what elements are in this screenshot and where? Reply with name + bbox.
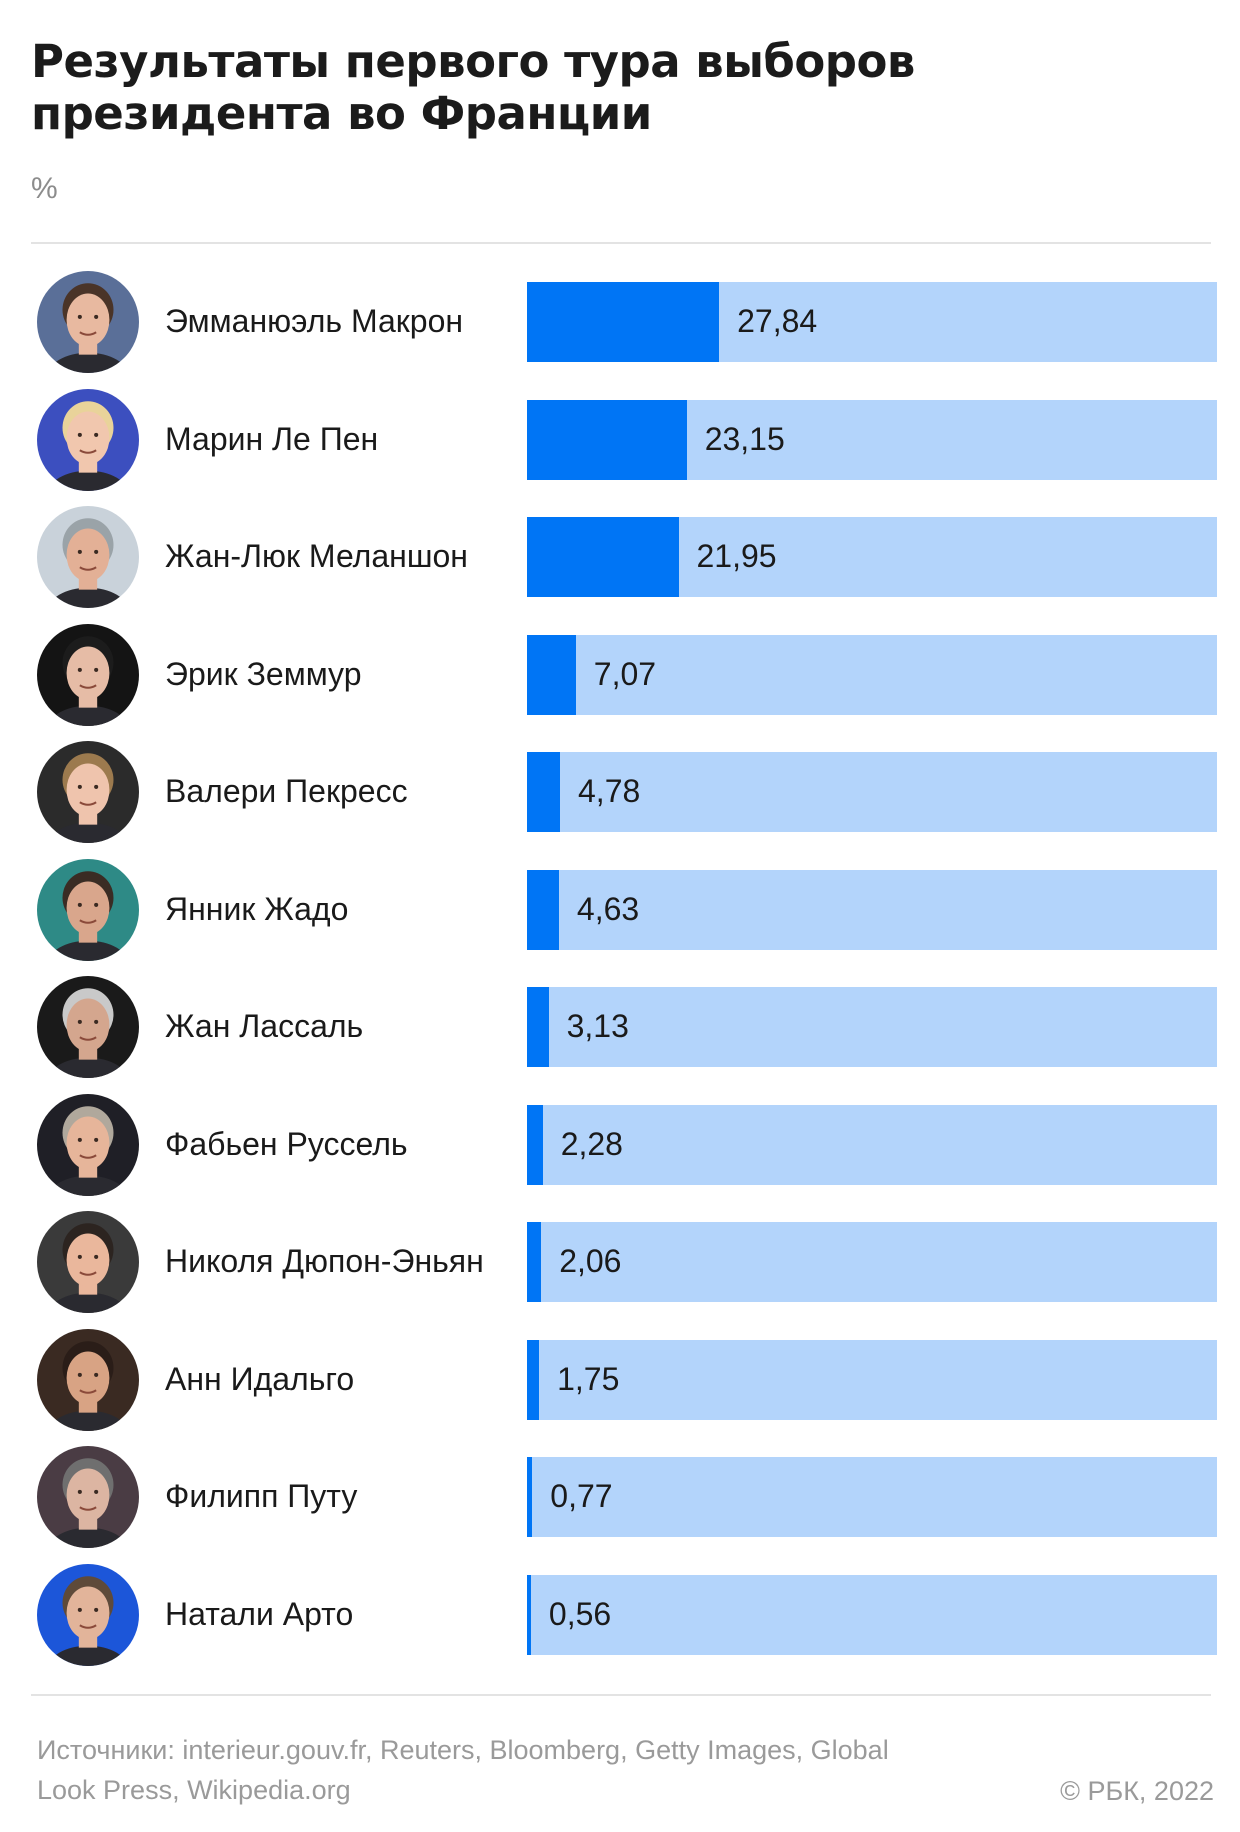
- bar-value-label: 2,28: [560, 1126, 623, 1162]
- portrait-icon: [37, 741, 139, 843]
- sources-note: Источники: interieur.gouv.fr, Reuters, B…: [37, 1735, 889, 1805]
- portrait-icon: [37, 1446, 139, 1548]
- portrait-icon: [37, 1211, 139, 1313]
- bar-track: 3,13: [527, 987, 1217, 1067]
- candidate-name: Николя Дюпон-Эньян: [165, 1243, 484, 1279]
- bar-row: Янник Жадо 4,63: [0, 859, 1240, 976]
- bar-row: Жан Лассаль 3,13: [0, 976, 1240, 1093]
- portrait-icon: [37, 1329, 139, 1431]
- bar-row: Эмманюэль Макрон 27,84: [0, 271, 1240, 388]
- portrait-icon: [37, 1094, 139, 1196]
- candidate-name: Янник Жадо: [165, 891, 349, 927]
- bar: [527, 400, 687, 480]
- bar-value-label: 4,78: [578, 773, 641, 809]
- bar-value-label: 21,95: [696, 538, 777, 574]
- bar-row: Анн Идальго 1,75: [0, 1329, 1240, 1446]
- bar-track: 1,75: [527, 1340, 1217, 1420]
- portrait-icon: [37, 506, 139, 608]
- bar-track: 4,63: [527, 870, 1217, 950]
- candidate-name: Жан Лассаль: [165, 1008, 364, 1044]
- bar-track: 4,78: [527, 752, 1217, 832]
- portrait-icon: [37, 624, 139, 726]
- bar: [527, 752, 560, 832]
- copyright-note: © РБК, 2022: [1060, 1776, 1214, 1806]
- candidate-name: Фабьен Руссель: [165, 1126, 408, 1162]
- portrait-icon: [37, 271, 139, 373]
- bar-value-label: 27,84: [737, 303, 818, 339]
- bar-value-label: 4,63: [576, 891, 640, 927]
- bar-value-label: 0,77: [550, 1478, 613, 1514]
- bar: [527, 282, 720, 362]
- bar-track: 0,77: [527, 1457, 1217, 1537]
- bar-track: 27,84: [527, 282, 1217, 362]
- bar: [527, 987, 549, 1067]
- bar-value-label: 2,06: [559, 1243, 622, 1279]
- bar-track: 7,07: [527, 635, 1217, 715]
- bar-track: 23,15: [527, 400, 1217, 480]
- portrait-icon: [37, 1564, 139, 1666]
- bar: [527, 870, 559, 950]
- portrait-icon: [37, 859, 139, 961]
- portrait-icon: [37, 976, 139, 1078]
- bar-row: Фабьен Руссель 2,28: [0, 1094, 1240, 1211]
- bar-row: Марин Ле Пен 23,15: [0, 389, 1240, 506]
- candidate-name: Эрик Земмур: [165, 656, 362, 692]
- bar-row: Эрик Земмур 7,07: [0, 624, 1240, 741]
- unit-label: %: [31, 172, 58, 205]
- bar-row: Николя Дюпон-Эньян 2,06: [0, 1211, 1240, 1328]
- candidate-name: Филипп Путу: [165, 1478, 358, 1514]
- bar: [527, 1575, 531, 1655]
- bar-row: Натали Арто 0,56: [0, 1564, 1240, 1681]
- candidate-name: Анн Идальго: [165, 1361, 355, 1397]
- bar-track: 0,56: [527, 1575, 1217, 1655]
- bar: [527, 517, 679, 597]
- candidate-name: Валери Пекресс: [165, 773, 408, 809]
- candidate-name: Эмманюэль Макрон: [165, 303, 464, 339]
- bottom-divider: [31, 1694, 1211, 1696]
- bar-value-label: 23,15: [704, 421, 785, 457]
- chart-title: Результаты первого тура выборов президен…: [31, 35, 915, 140]
- bar-value-label: 1,75: [557, 1361, 620, 1397]
- bar-track: 2,28: [527, 1105, 1217, 1185]
- bar-row: Филипп Путу 0,77: [0, 1446, 1240, 1563]
- bar: [527, 1105, 543, 1185]
- bar: [527, 1222, 542, 1302]
- candidate-name: Натали Арто: [165, 1596, 354, 1632]
- bar: [527, 1340, 540, 1420]
- bar-track: 21,95: [527, 517, 1217, 597]
- top-divider: [31, 242, 1211, 244]
- candidate-name: Жан-Люк Меланшон: [165, 538, 468, 574]
- bar-value-label: 3,13: [566, 1008, 629, 1044]
- bar-row: Жан-Люк Меланшон 21,95: [0, 506, 1240, 623]
- candidate-name: Марин Ле Пен: [165, 421, 379, 457]
- bar-value-label: 0,56: [548, 1596, 612, 1632]
- bar-value-label: 7,07: [593, 656, 657, 692]
- bar: [527, 635, 576, 715]
- bar-track: 2,06: [527, 1222, 1217, 1302]
- bar-row: Валери Пекресс 4,78: [0, 741, 1240, 858]
- portrait-icon: [37, 389, 139, 491]
- bar: [527, 1457, 533, 1537]
